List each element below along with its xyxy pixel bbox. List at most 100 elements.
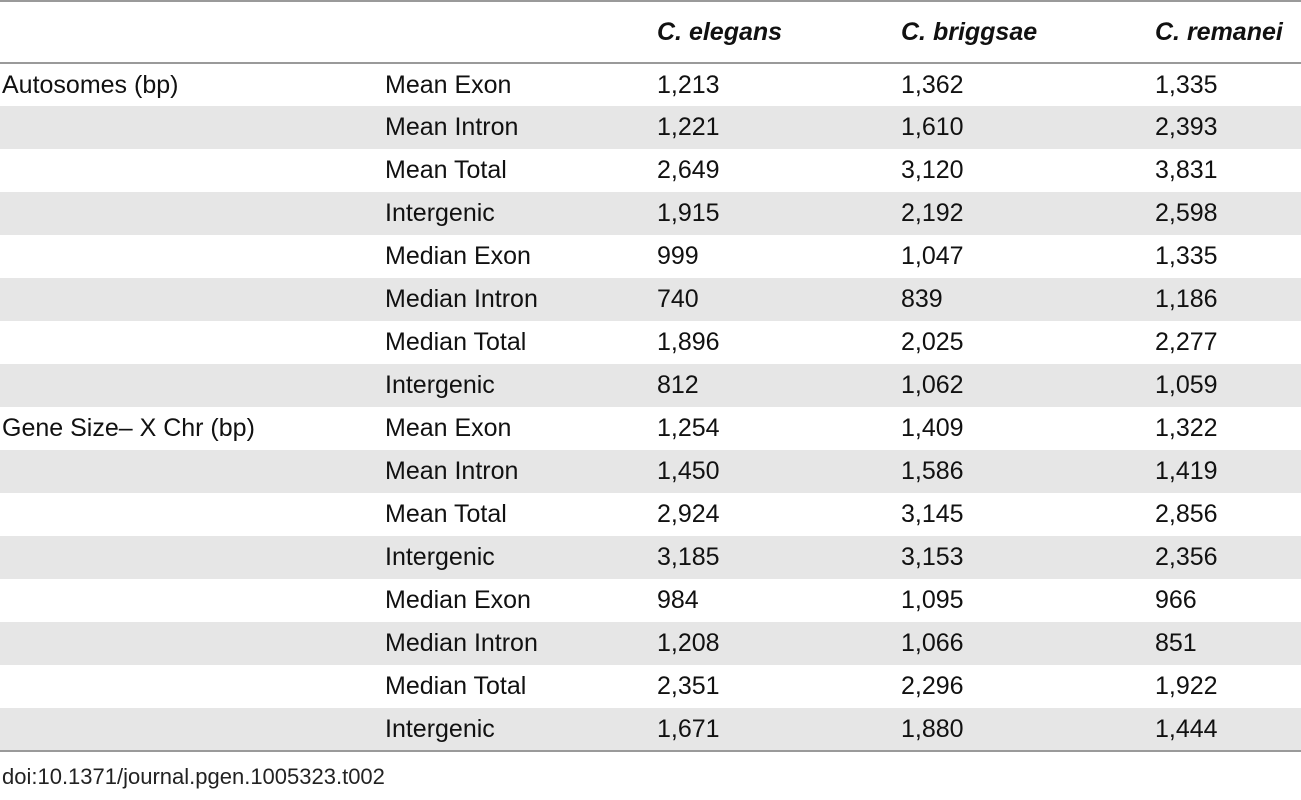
cell-c-briggsae: 1,047 — [901, 242, 964, 270]
cell-c-elegans: 1,450 — [655, 450, 899, 493]
cell-c-elegans: 999 — [657, 242, 699, 270]
gene-size-table: C. elegans C. briggsae C. remanei Autoso… — [0, 0, 1301, 752]
cell-group — [0, 450, 383, 493]
cell-c-briggsae: 3,120 — [901, 156, 964, 184]
cell-c-briggsae: 1,610 — [899, 106, 1153, 149]
cell-group — [0, 493, 383, 536]
cell-group — [0, 321, 383, 364]
cell-metric: Mean Total — [385, 156, 507, 184]
cell-c-elegans: 1,208 — [655, 622, 899, 665]
table-header-row: C. elegans C. briggsae C. remanei — [0, 0, 1301, 64]
cell-group: Gene Size– X Chr (bp) — [2, 414, 255, 442]
cell-c-remanei: 851 — [1153, 622, 1301, 665]
cell-c-briggsae: 2,192 — [899, 192, 1153, 235]
cell-c-remanei: 1,419 — [1153, 450, 1301, 493]
cell-metric: Median Intron — [383, 622, 655, 665]
table-row: Intergenic 1,671 1,880 1,444 — [0, 708, 1301, 752]
table-row: Mean Total 2,649 3,120 3,831 — [0, 149, 1301, 192]
cell-metric: Median Intron — [383, 278, 655, 321]
cell-metric: Mean Intron — [383, 450, 655, 493]
cell-c-briggsae: 3,153 — [899, 536, 1153, 579]
cell-metric: Mean Exon — [385, 70, 512, 99]
cell-c-remanei: 1,444 — [1153, 708, 1301, 752]
cell-c-elegans: 1,671 — [655, 708, 899, 752]
cell-c-elegans: 1,896 — [657, 328, 720, 356]
cell-c-remanei: 2,856 — [1155, 500, 1218, 528]
doi-caption: doi:10.1371/journal.pgen.1005323.t002 — [2, 764, 385, 789]
cell-c-remanei: 1,922 — [1155, 672, 1218, 700]
cell-c-briggsae: 1,066 — [899, 622, 1153, 665]
cell-c-briggsae: 1,062 — [899, 364, 1153, 407]
cell-metric: Mean Intron — [383, 106, 655, 149]
cell-c-remanei: 2,356 — [1153, 536, 1301, 579]
cell-group — [0, 708, 383, 752]
cell-c-briggsae: 1,880 — [899, 708, 1153, 752]
cell-group: Autosomes (bp) — [2, 70, 179, 99]
cell-c-elegans: 740 — [655, 278, 899, 321]
cell-c-briggsae: 3,145 — [901, 500, 964, 528]
cell-metric: Median Exon — [385, 586, 531, 614]
table-row: Median Exon 984 1,095 966 — [0, 579, 1301, 622]
cell-c-elegans: 1,254 — [657, 414, 720, 442]
cell-group — [0, 278, 383, 321]
cell-c-briggsae: 1,095 — [901, 586, 964, 614]
cell-c-remanei: 3,831 — [1155, 156, 1218, 184]
cell-c-remanei: 2,393 — [1153, 106, 1301, 149]
table-row: Autosomes (bp) Mean Exon 1,213 1,362 1,3… — [0, 63, 1301, 106]
cell-c-elegans: 1,221 — [655, 106, 899, 149]
cell-c-briggsae: 839 — [899, 278, 1153, 321]
header-c-remanei: C. remanei — [1153, 0, 1301, 64]
table-row: Mean Intron 1,221 1,610 2,393 — [0, 106, 1301, 149]
cell-metric: Mean Total — [385, 500, 507, 528]
table-row: Intergenic 812 1,062 1,059 — [0, 364, 1301, 407]
cell-metric: Median Total — [385, 672, 527, 700]
cell-c-remanei: 1,335 — [1155, 70, 1218, 99]
cell-group — [0, 192, 383, 235]
cell-c-briggsae: 2,296 — [901, 672, 964, 700]
cell-group — [0, 579, 383, 622]
cell-group — [0, 536, 383, 579]
cell-c-remanei: 966 — [1155, 586, 1197, 614]
cell-c-elegans: 3,185 — [655, 536, 899, 579]
cell-group — [0, 665, 383, 708]
table-row: Intergenic 3,185 3,153 2,356 — [0, 536, 1301, 579]
cell-c-elegans: 812 — [655, 364, 899, 407]
cell-metric: Mean Exon — [385, 414, 512, 442]
table-row: Median Intron 740 839 1,186 — [0, 278, 1301, 321]
table-row: Median Total 2,351 2,296 1,922 — [0, 665, 1301, 708]
cell-c-remanei: 1,335 — [1155, 242, 1218, 270]
cell-c-briggsae: 1,586 — [899, 450, 1153, 493]
cell-metric: Intergenic — [383, 708, 655, 752]
cell-c-remanei: 1,059 — [1153, 364, 1301, 407]
cell-c-elegans: 2,649 — [657, 156, 720, 184]
cell-c-briggsae: 1,362 — [901, 70, 964, 99]
cell-c-remanei: 1,322 — [1155, 414, 1218, 442]
cell-c-elegans: 984 — [657, 586, 699, 614]
cell-metric: Intergenic — [383, 192, 655, 235]
cell-c-briggsae: 2,025 — [901, 328, 964, 356]
header-c-elegans: C. elegans — [655, 0, 899, 64]
cell-c-elegans: 2,924 — [657, 500, 720, 528]
cell-group — [0, 235, 383, 278]
cell-group — [0, 149, 383, 192]
header-group — [0, 0, 383, 64]
table-row: Intergenic 1,915 2,192 2,598 — [0, 192, 1301, 235]
cell-c-elegans: 1,213 — [657, 70, 720, 99]
header-metric — [383, 0, 655, 64]
cell-c-remanei: 2,598 — [1153, 192, 1301, 235]
cell-group — [0, 106, 383, 149]
cell-c-remanei: 1,186 — [1153, 278, 1301, 321]
cell-c-briggsae: 1,409 — [901, 414, 964, 442]
table-row: Median Intron 1,208 1,066 851 — [0, 622, 1301, 665]
header-c-briggsae: C. briggsae — [899, 0, 1153, 64]
cell-c-remanei: 2,277 — [1155, 328, 1218, 356]
table-row: Median Exon 999 1,047 1,335 — [0, 235, 1301, 278]
table-row: Mean Intron 1,450 1,586 1,419 — [0, 450, 1301, 493]
cell-group — [0, 364, 383, 407]
cell-metric: Median Total — [385, 328, 527, 356]
cell-metric: Intergenic — [383, 536, 655, 579]
table-row: Median Total 1,896 2,025 2,277 — [0, 321, 1301, 364]
cell-c-elegans: 2,351 — [657, 672, 720, 700]
cell-metric: Median Exon — [385, 242, 531, 270]
cell-metric: Intergenic — [383, 364, 655, 407]
